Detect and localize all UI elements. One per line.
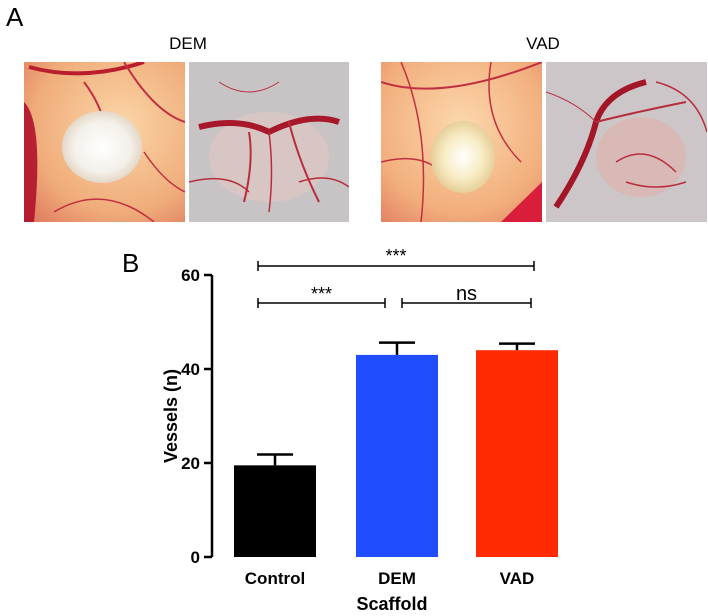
vad-scaffold-photo (381, 62, 542, 222)
significance-label: *** (311, 284, 332, 304)
x-tick-label: DEM (378, 569, 416, 588)
significance-label: *** (385, 246, 406, 266)
bar-vad (476, 350, 558, 557)
x-tick-label: VAD (500, 569, 535, 588)
dem-scaffold-photo (24, 62, 185, 222)
dem-group-title: DEM (169, 34, 207, 53)
x-axis-label: Scaffold (356, 594, 427, 614)
y-tick-label: 20 (181, 454, 200, 473)
y-tick-label: 0 (191, 548, 200, 567)
significance-label: ns (456, 283, 477, 305)
bar-dem (356, 354, 438, 557)
vad-group-title: VAD (526, 34, 560, 53)
vad-vasculature-photo (546, 62, 707, 222)
y-tick-label: 60 (181, 266, 200, 285)
y-axis-label: Vessels (n) (161, 369, 181, 463)
x-tick-label: Control (245, 569, 305, 588)
panel-b-label: B (122, 248, 140, 278)
panel-a-label: A (6, 2, 24, 32)
y-tick-label: 40 (181, 360, 200, 379)
bar-control (234, 465, 316, 557)
dem-vasculature-photo (189, 62, 349, 222)
